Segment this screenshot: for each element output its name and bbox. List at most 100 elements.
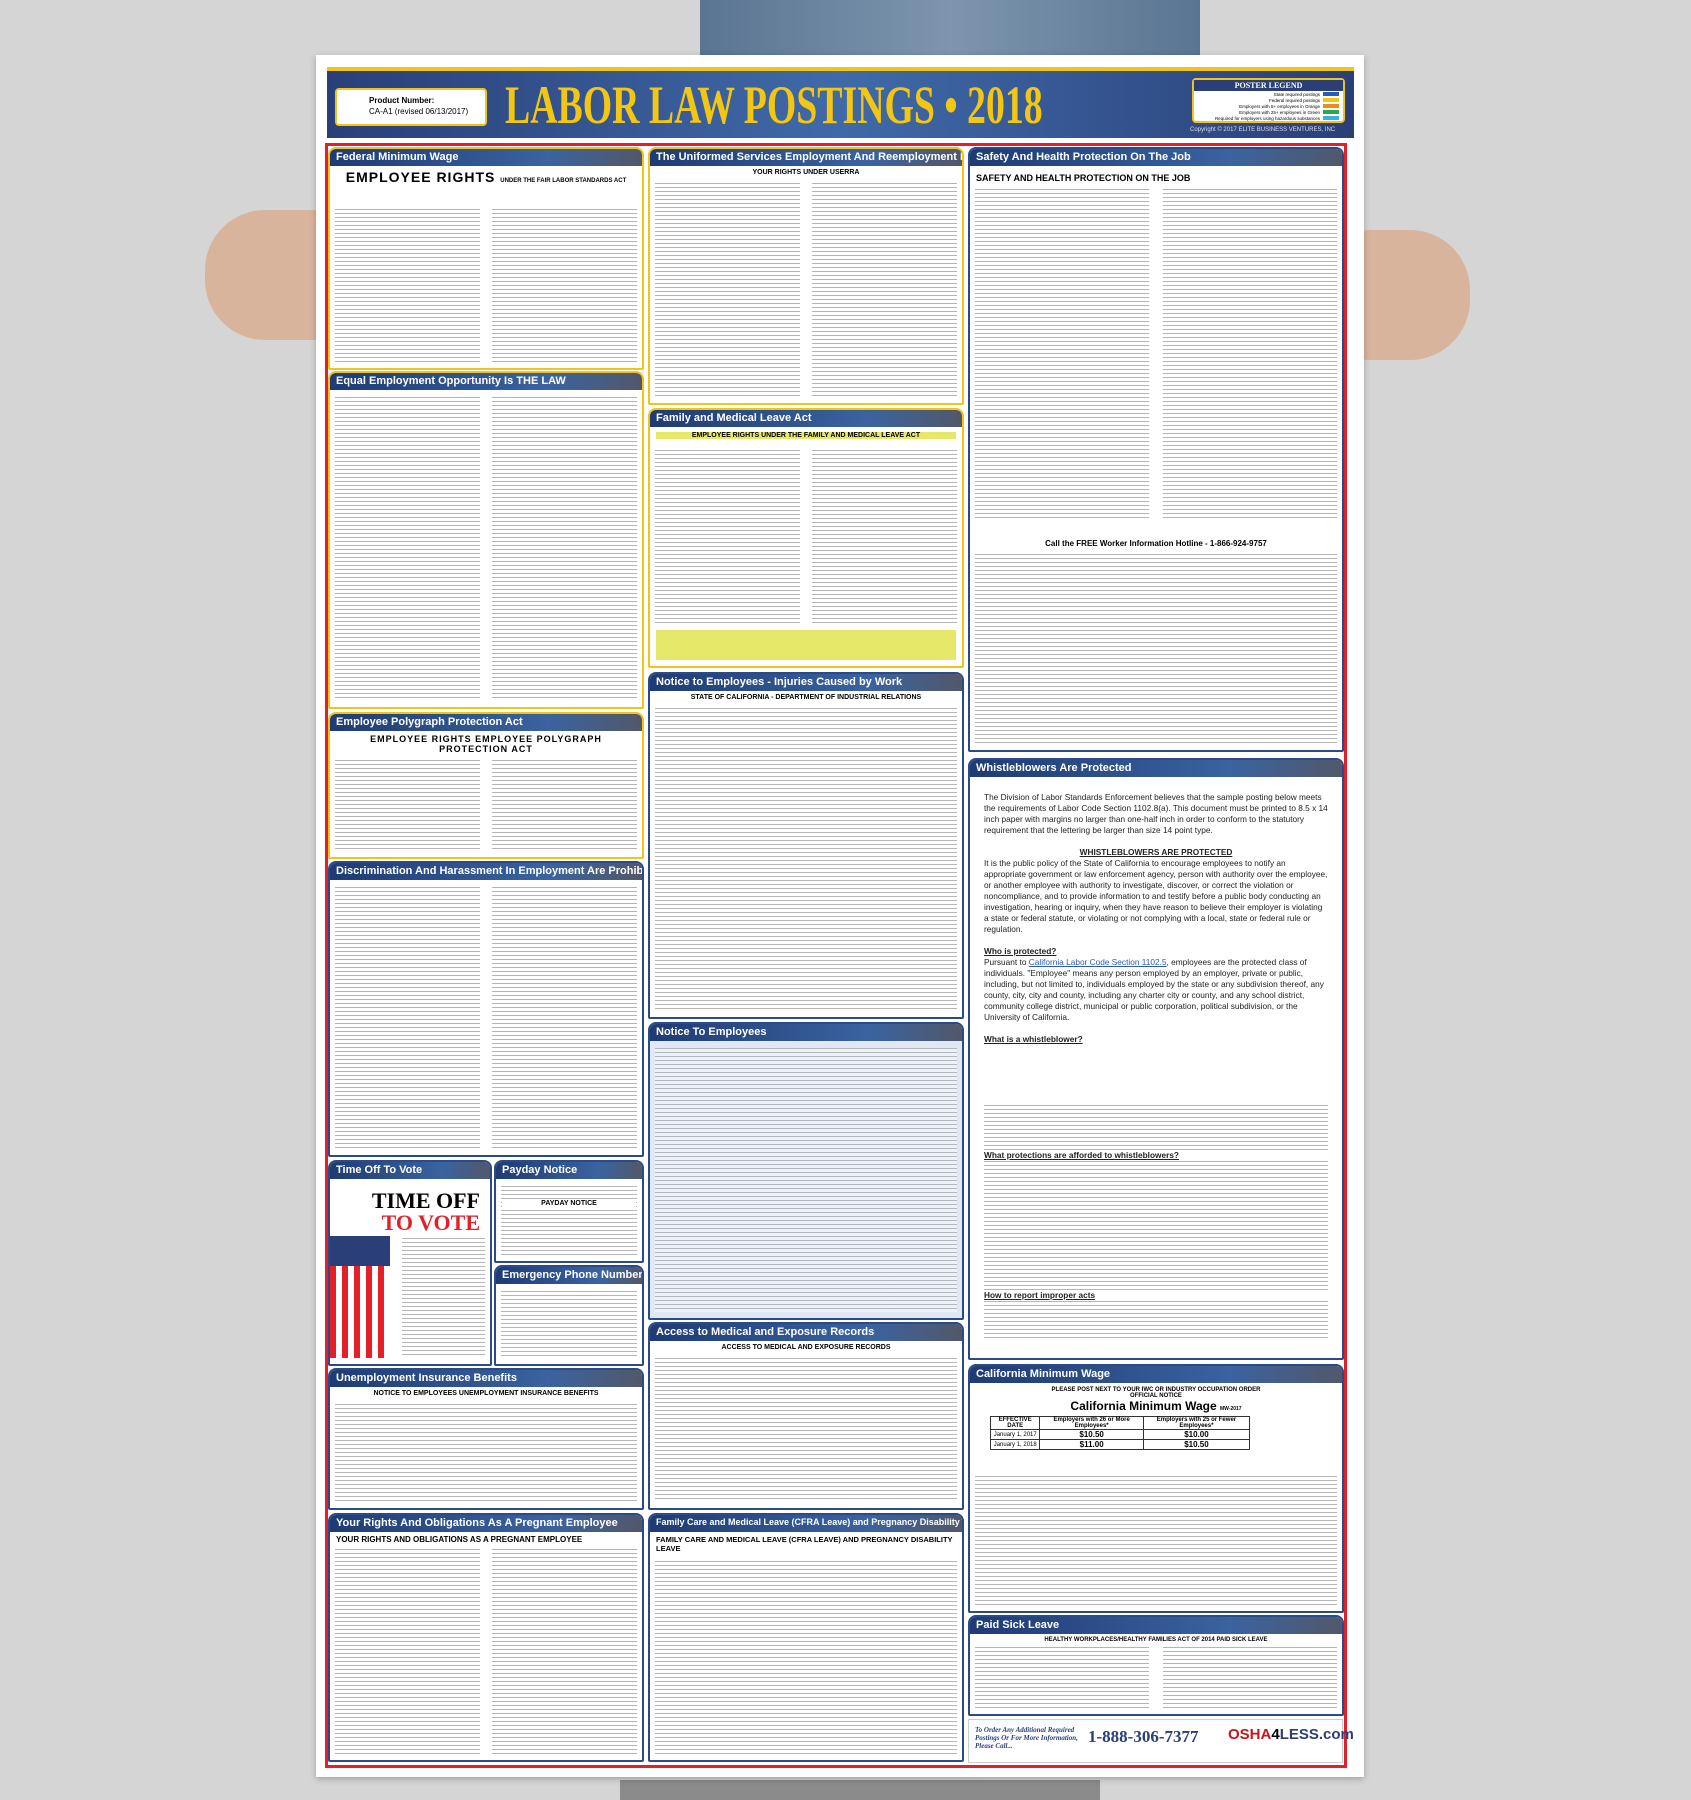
min-wage-bar: FEDERAL MINIMUM WAGE $7.25 PER HOUR BEGI…: [336, 187, 636, 200]
table-row: January 1, 2018 $11.00 $10.50: [989, 1439, 1251, 1450]
section-paid-sick-leave: Paid Sick Leave HEALTHY WORKPLACES/HEALT…: [968, 1615, 1344, 1716]
legend-item: Required for employers using hazardous s…: [1194, 115, 1343, 121]
section-heading: SAFETY AND HEALTH PROTECTION ON THE JOB: [976, 173, 1336, 183]
section-title: Paid Sick Leave: [970, 1617, 1342, 1634]
section-heading: STATE OF CALIFORNIA - DEPARTMENT OF INDU…: [656, 694, 956, 701]
section-notice-to-employees: Notice To Employees: [648, 1022, 964, 1320]
body-text: [501, 1186, 637, 1255]
person-legs: [620, 1780, 1100, 1800]
employee-rights-heading: EMPLOYEE RIGHTS: [345, 169, 496, 185]
body-text: [655, 450, 957, 626]
legend-item: Employers with 5+ employees in Orange: [1194, 103, 1343, 109]
section-title: The Uniformed Services Employment And Re…: [650, 149, 962, 166]
ballot-box-flag-icon: [330, 1236, 390, 1358]
legend-item: Federal required postings: [1194, 97, 1343, 103]
section-medical-records: Access to Medical and Exposure Records A…: [648, 1322, 964, 1510]
order-text: To Order Any Additional Required Posting…: [975, 1726, 1078, 1750]
section-emergency-phone: Emergency Phone Numbers: [494, 1265, 644, 1366]
section-heading: EMPLOYEE RIGHTS UNDER THE FAMILY AND MED…: [656, 432, 956, 439]
section-title: Emergency Phone Numbers: [496, 1267, 642, 1284]
section-heading: YOUR RIGHTS AND OBLIGATIONS AS A PREGNAN…: [336, 1535, 636, 1544]
poster-frame: [325, 143, 1347, 1768]
section-title: Your Rights And Obligations As A Pregnan…: [330, 1515, 642, 1532]
body-text: [975, 1476, 1337, 1605]
body-text: [402, 1238, 485, 1358]
product-label: Product Number:: [369, 96, 435, 105]
section-title: Time Off To Vote: [330, 1162, 490, 1179]
section-eeo: Equal Employment Opportunity Is THE LAW: [328, 371, 644, 709]
order-footer: [968, 1719, 1343, 1763]
body-text: [975, 1647, 1337, 1708]
copyright: Copyright © 2017 ELITE BUSINESS VENTURES…: [1190, 127, 1336, 133]
ca-min-wage-heading: California Minimum Wage: [1070, 1399, 1217, 1413]
whd-footer: [656, 630, 956, 660]
section-title: California Minimum Wage: [970, 1366, 1342, 1383]
section-heading: NOTICE TO EMPLOYEES UNEMPLOYMENT INSURAN…: [336, 1390, 636, 1397]
section-title: Discrimination And Harassment In Employm…: [330, 863, 642, 880]
section-pregnant-employee: Your Rights And Obligations As A Pregnan…: [328, 1513, 644, 1762]
poster-title: LABOR LAW POSTINGS • 2018: [505, 75, 1043, 135]
body-text: [975, 189, 1337, 520]
section-heading: FAMILY CARE AND MEDICAL LEAVE (CFRA LEAV…: [656, 1535, 956, 1553]
body-text: [501, 1291, 637, 1358]
section-title: Whistleblowers Are Protected: [970, 760, 1342, 777]
section-injuries: Notice to Employees - Injuries Caused by…: [648, 672, 964, 1019]
order-phone: 1-888-306-7377: [1088, 1727, 1199, 1746]
section-title: Access to Medical and Exposure Records: [650, 1324, 962, 1341]
section-federal-minimum-wage: Federal Minimum Wage EMPLOYEE RIGHTS UND…: [328, 147, 644, 370]
body-text: [335, 1549, 637, 1754]
product-number-box: Product Number: CA-A1 (revised 06/13/2017…: [335, 88, 487, 126]
product-number: CA-A1 (revised 06/13/2017): [369, 107, 469, 116]
section-title: Notice To Employees: [650, 1024, 962, 1041]
poster-header: [327, 67, 1354, 138]
section-discrimination: Discrimination And Harassment In Employm…: [328, 861, 644, 1157]
body-text: [984, 1105, 1328, 1338]
whistleblower-text: The Division of Labor Standards Enforcem…: [984, 792, 1328, 1045]
section-heading: HEALTHY WORKPLACES/HEALTHY FAMILIES ACT …: [976, 1637, 1336, 1643]
body-text: [335, 760, 637, 851]
body-text: [655, 1048, 957, 1312]
ca-min-wage-block: PLEASE POST NEXT TO YOUR IWC OR INDUSTRY…: [976, 1387, 1336, 1450]
body-text: [655, 708, 957, 1011]
hotline: Call the FREE Worker Information Hotline…: [976, 539, 1336, 548]
section-heading: YOUR RIGHTS UNDER USERRA: [656, 169, 956, 176]
section-title: Safety And Health Protection On The Job: [970, 149, 1342, 166]
table-row: January 1, 2017 $10.50 $10.00: [989, 1429, 1251, 1440]
body-text: [335, 887, 637, 1149]
section-unemployment: Unemployment Insurance Benefits NOTICE T…: [328, 1368, 644, 1510]
district-offices-list: [975, 554, 1337, 744]
section-title: Notice to Employees - Injuries Caused by…: [650, 674, 962, 691]
osha4less-logo: OSHA4LESS.com: [1228, 1726, 1354, 1743]
section-title: Federal Minimum Wage: [330, 149, 642, 166]
section-polygraph: Employee Polygraph Protection Act EMPLOY…: [328, 712, 644, 859]
section-payday-notice: Payday Notice PAYDAY NOTICE: [494, 1160, 644, 1263]
legend-item: Employers with 25+ employees in Green: [1194, 109, 1343, 115]
section-fmla: Family and Medical Leave Act EMPLOYEE RI…: [648, 408, 964, 668]
body-text: [335, 209, 637, 362]
section-title: Payday Notice: [496, 1162, 642, 1179]
section-title: Unemployment Insurance Benefits: [330, 1370, 642, 1387]
labor-code-link[interactable]: California Labor Code Section 1102.5: [1028, 957, 1167, 967]
min-wage-table: EFFECTIVE DATE Employers with 26 or More …: [989, 1416, 1251, 1450]
poster-legend: POSTER LEGEND State required postings Fe…: [1192, 78, 1345, 123]
time-off-to-vote-graphic: TIME OFF TO VOTE: [371, 1188, 480, 1235]
section-whistleblowers: Whistleblowers Are Protected The Divisio…: [968, 758, 1344, 1360]
section-heading: ACCESS TO MEDICAL AND EXPOSURE RECORDS: [656, 1344, 956, 1351]
section-safety: Safety And Health Protection On The Job …: [968, 147, 1344, 752]
body-text: [335, 397, 637, 701]
body-text: [655, 1358, 957, 1502]
section-title: Equal Employment Opportunity Is THE LAW: [330, 373, 642, 390]
section-ca-minimum-wage: California Minimum Wage PLEASE POST NEXT…: [968, 1364, 1344, 1613]
section-heading: EMPLOYEE RIGHTS EMPLOYEE POLYGRAPH PROTE…: [336, 734, 636, 754]
body-text: [655, 1561, 957, 1754]
body-text: [655, 183, 957, 397]
section-userra: The Uniformed Services Employment And Re…: [648, 147, 964, 405]
federal-heading-block: EMPLOYEE RIGHTS UNDER THE FAIR LABOR STA…: [336, 169, 636, 200]
legend-title: POSTER LEGEND: [1194, 80, 1343, 91]
section-title: Family and Medical Leave Act: [650, 410, 962, 427]
section-title: Family Care and Medical Leave (CFRA Leav…: [650, 1515, 962, 1532]
section-title: Employee Polygraph Protection Act: [330, 714, 642, 731]
body-text: [335, 1404, 637, 1502]
section-cfra: Family Care and Medical Leave (CFRA Leav…: [648, 1513, 964, 1762]
section-heading: PAYDAY NOTICE: [502, 1200, 636, 1207]
